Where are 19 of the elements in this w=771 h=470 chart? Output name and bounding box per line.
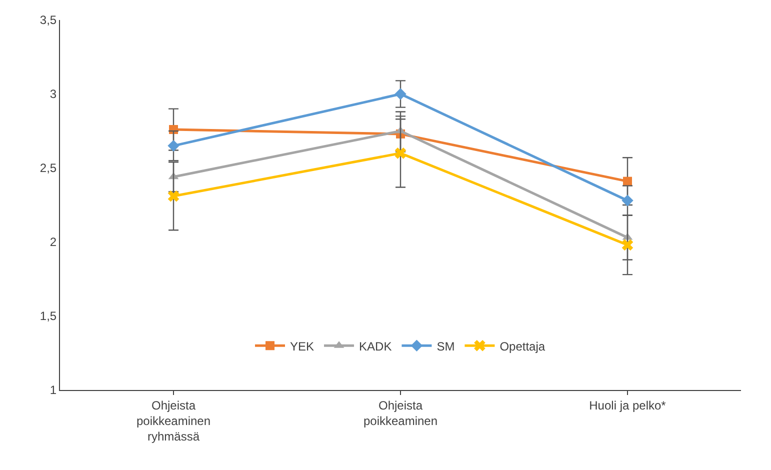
legend-label: Opettaja (500, 339, 546, 354)
x-tick-label: Ohjeista poikkeaminen (363, 398, 438, 428)
legend-label: YEK (290, 339, 314, 354)
y-tick-label: 3,5 (40, 13, 57, 28)
point (622, 239, 634, 251)
point (168, 190, 180, 202)
y-tick-label: 1,5 (40, 309, 57, 324)
legend-label: KADK (359, 339, 392, 354)
y-tick-label: 3 (50, 87, 57, 102)
point (394, 148, 406, 159)
point (168, 140, 180, 152)
x-tick-label: Ohjeista poikkeaminen ryhmässä (136, 398, 211, 444)
point (622, 194, 634, 206)
y-tick-label: 1 (50, 383, 57, 398)
x-tick-label: Huoli ja pelko* (589, 398, 666, 412)
legend-label: SM (436, 339, 455, 354)
y-tick-label: 2 (50, 235, 57, 250)
y-tick-label: 2,5 (40, 161, 57, 176)
point (394, 88, 406, 100)
